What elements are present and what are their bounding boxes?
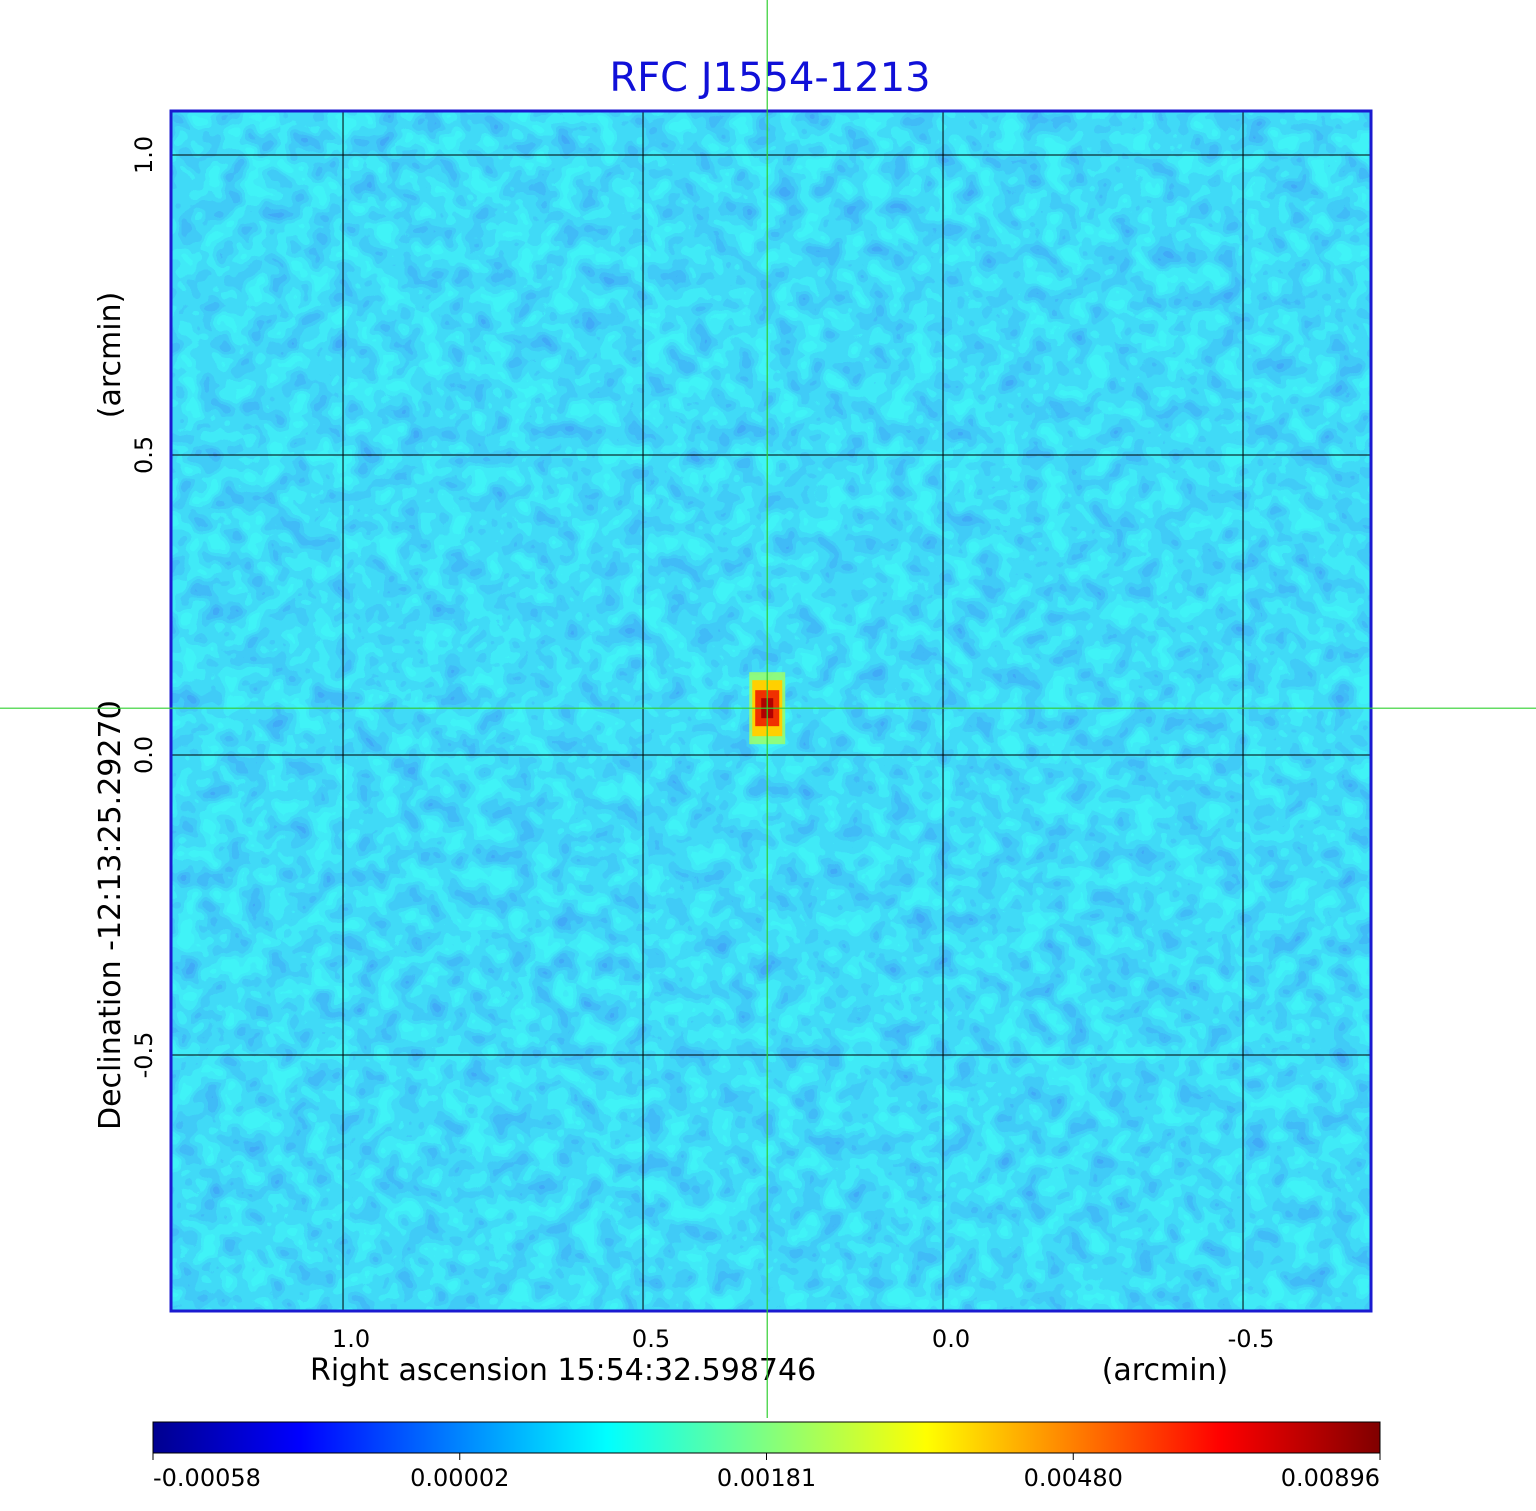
colorbar-tick-label: 0.00896 <box>1281 1464 1380 1492</box>
y-tick-label: 1.0 <box>130 136 158 174</box>
grid <box>171 111 1371 1311</box>
x-tick-label: -0.5 <box>1228 1325 1275 1353</box>
x-axis-unit: (arcmin) <box>1102 1353 1229 1388</box>
colorbar-tick-label: -0.00058 <box>153 1464 261 1492</box>
colorbar-tick-label: 0.00181 <box>717 1464 816 1492</box>
y-tick-label: 0.0 <box>130 736 158 774</box>
x-tick-label: 0.5 <box>632 1325 670 1353</box>
colorbar-tick-label: 0.00002 <box>410 1464 509 1492</box>
y-tick-label: 0.5 <box>130 436 158 474</box>
colorbar <box>152 1421 1381 1454</box>
y-axis-unit: (arcmin) <box>93 292 128 419</box>
x-tick-label: 0.0 <box>932 1325 970 1353</box>
x-axis-label: Right ascension 15:54:32.598746 <box>310 1353 816 1388</box>
y-tick-label: -0.5 <box>130 1032 158 1079</box>
colorbar-tick-label: 0.00480 <box>1024 1464 1123 1492</box>
x-tick-label: 1.0 <box>332 1325 370 1353</box>
y-axis-label: Declination -12:13:25.29270 <box>93 700 128 1130</box>
chart-title: RFC J1554-1213 <box>609 55 930 101</box>
plot-frame <box>169 109 1373 1313</box>
